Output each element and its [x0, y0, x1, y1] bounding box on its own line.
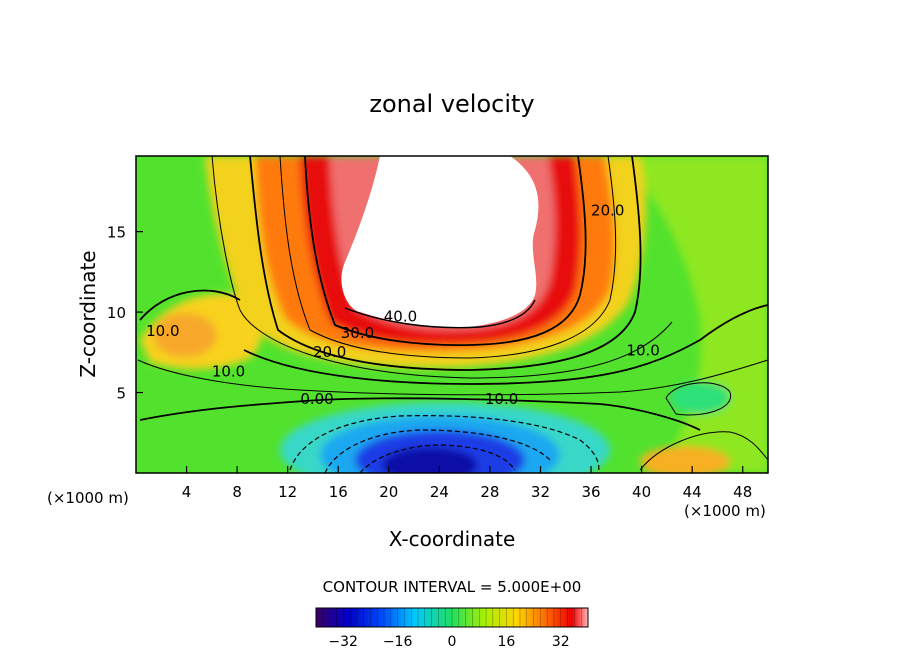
colorbar-tick-label: −32	[328, 634, 358, 650]
x-tick-label: 48	[733, 483, 752, 501]
colorbar-tick-label: 16	[497, 634, 515, 650]
chart-title: zonal velocity	[369, 90, 534, 118]
x-axis-label: X-coordinate	[389, 527, 516, 551]
contour-label: 10.0	[626, 342, 659, 360]
x-tick-label: 8	[232, 483, 242, 501]
y-axis-label: Z-coordinate	[76, 250, 100, 377]
contour-label: 0.00	[300, 390, 333, 408]
contour-label: 30.0	[341, 324, 374, 342]
x-tick-label: 28	[480, 483, 499, 501]
x-tick-label: 16	[329, 483, 348, 501]
plot-frame	[135, 155, 769, 474]
y-axis: 5 10 15	[107, 224, 143, 403]
colorbar-ticks: −32 −16 0 16 32	[315, 608, 589, 650]
contour-label: 40.0	[384, 308, 417, 326]
x-tick-label: 32	[531, 483, 550, 501]
y-tick-label: 10	[107, 304, 126, 322]
contour-labels: 40.030.020.010.00.00 10.010.010.020.0	[146, 202, 660, 408]
x-tick-label: 40	[632, 483, 651, 501]
contour-label: 10.0	[212, 362, 245, 380]
contour-interval-text: CONTOUR INTERVAL = 5.000E+00	[323, 578, 582, 596]
x-tick-label: 4	[182, 483, 192, 501]
y-tick-label: 5	[116, 385, 126, 403]
contour-label: 10.0	[146, 322, 179, 340]
colorbar-tick-label: 32	[552, 634, 570, 650]
colorbar-tick-label: 0	[448, 634, 457, 650]
velocity-field	[136, 156, 768, 473]
x-tick-label: 20	[379, 483, 398, 501]
x-tick-label: 44	[683, 483, 702, 501]
colorbar-tick-label: −16	[383, 634, 413, 650]
contour-label: 10.0	[485, 390, 518, 408]
x-axis: 4 8 12 16 20 24 28 32 36 40 44 48	[182, 466, 752, 501]
y-tick-label: 15	[107, 224, 126, 242]
contour-label: 20.0	[313, 343, 346, 361]
x-tick-label: 12	[278, 483, 297, 501]
contour-lines	[137, 156, 768, 473]
x-unit-label-right: (×1000 m)	[684, 502, 766, 520]
x-tick-label: 24	[430, 483, 449, 501]
x-tick-label: 36	[581, 483, 600, 501]
x-unit-label-left: (×1000 m)	[47, 489, 129, 507]
contour-label: 20.0	[591, 202, 624, 220]
